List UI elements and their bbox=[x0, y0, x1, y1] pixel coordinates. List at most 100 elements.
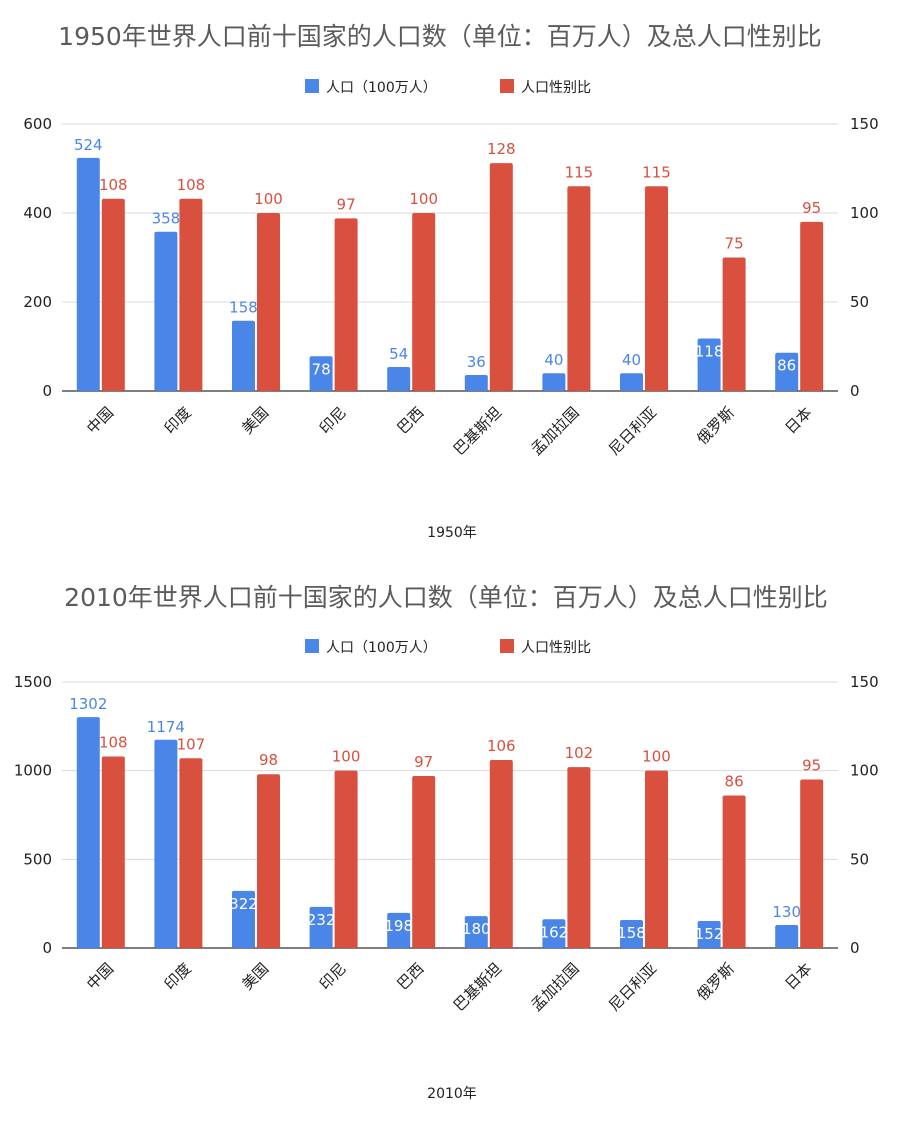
data-label-sex-ratio: 115 bbox=[565, 163, 594, 181]
category-label: 俄罗斯 bbox=[693, 404, 738, 449]
data-label-population: 130 bbox=[772, 903, 801, 921]
y-right-tick-label: 100 bbox=[850, 204, 879, 222]
data-label-sex-ratio: 102 bbox=[565, 744, 594, 762]
y-left-tick-label: 0 bbox=[42, 382, 52, 400]
bar-population bbox=[387, 366, 411, 391]
category-label: 美国 bbox=[238, 960, 272, 994]
y-right-tick-label: 100 bbox=[850, 762, 879, 780]
data-label-population: 158 bbox=[617, 924, 646, 942]
data-label-sex-ratio: 108 bbox=[177, 176, 206, 194]
bar-population bbox=[154, 231, 178, 391]
data-label-population: 322 bbox=[229, 895, 258, 913]
bar-sex-ratio bbox=[334, 218, 358, 391]
legend-label-sex-ratio: 人口性别比 bbox=[521, 80, 591, 96]
bar-sex-ratio bbox=[257, 213, 280, 391]
data-label-population: 1174 bbox=[147, 718, 185, 736]
bar-sex-ratio bbox=[800, 221, 824, 391]
data-label-sex-ratio: 100 bbox=[332, 748, 361, 766]
legend-label-sex-ratio: 人口性别比 bbox=[521, 640, 591, 656]
data-label-sex-ratio: 86 bbox=[725, 772, 744, 790]
data-label-sex-ratio: 108 bbox=[99, 733, 128, 751]
category-label: 尼日利亚 bbox=[605, 404, 660, 459]
bar-population bbox=[309, 906, 333, 948]
bar-sex-ratio bbox=[722, 257, 746, 391]
bar-population bbox=[387, 912, 411, 948]
data-label-population: 158 bbox=[229, 299, 258, 317]
legend-label-population: 人口（100万人） bbox=[326, 80, 437, 96]
category-label: 俄罗斯 bbox=[693, 960, 738, 1005]
y-right-tick-label: 150 bbox=[850, 673, 879, 691]
data-label-sex-ratio: 107 bbox=[177, 735, 206, 753]
data-label-sex-ratio: 100 bbox=[254, 190, 283, 208]
bar-sex-ratio bbox=[645, 770, 668, 948]
data-label-sex-ratio: 128 bbox=[487, 140, 516, 158]
data-label-population: 152 bbox=[695, 925, 724, 943]
category-label: 巴西 bbox=[394, 404, 428, 438]
bar-population bbox=[697, 921, 721, 948]
y-right-tick-label: 50 bbox=[850, 850, 869, 868]
bar-sex-ratio bbox=[722, 795, 746, 948]
y-left-tick-label: 1000 bbox=[14, 762, 52, 780]
data-label-population: 1302 bbox=[69, 695, 107, 713]
bar-population bbox=[542, 919, 566, 948]
data-label-population: 180 bbox=[462, 920, 491, 938]
y-left-tick-label: 500 bbox=[23, 850, 52, 868]
y-left-tick-label: 200 bbox=[23, 293, 52, 311]
category-label: 日本 bbox=[782, 404, 816, 438]
legend-label-population: 人口（100万人） bbox=[326, 640, 437, 656]
data-label-population: 54 bbox=[389, 345, 408, 363]
x-axis-label: 2010年 bbox=[427, 1086, 477, 1102]
bar-population bbox=[775, 352, 799, 391]
plot-area: 0 200 400 600 0 50 100 150 524 108 中国 358 108 印度 158 10… bbox=[23, 115, 878, 459]
data-label-population: 162 bbox=[540, 923, 569, 941]
bar-population bbox=[309, 356, 333, 391]
bar-sex-ratio bbox=[334, 770, 358, 948]
bar-population bbox=[697, 338, 721, 391]
bar-sex-ratio bbox=[179, 198, 203, 391]
data-label-sex-ratio: 100 bbox=[409, 190, 438, 208]
bar-population bbox=[620, 373, 643, 391]
legend-swatch-population bbox=[305, 639, 319, 653]
bar-sex-ratio bbox=[567, 767, 591, 948]
data-label-population: 118 bbox=[695, 342, 724, 360]
category-label: 印尼 bbox=[316, 960, 350, 994]
data-label-population: 524 bbox=[74, 136, 103, 154]
category-label: 巴基斯坦 bbox=[450, 404, 505, 459]
y-left-tick-label: 600 bbox=[23, 115, 52, 133]
bar-sex-ratio bbox=[101, 198, 125, 391]
data-label-sex-ratio: 98 bbox=[259, 751, 278, 769]
y-left-tick-label: 400 bbox=[23, 204, 52, 222]
category-label: 孟加拉国 bbox=[527, 404, 582, 459]
bar-sex-ratio bbox=[101, 756, 125, 948]
y-right-tick-label: 50 bbox=[850, 293, 869, 311]
bar-population bbox=[775, 924, 799, 948]
y-left-tick-label: 1500 bbox=[14, 673, 52, 691]
category-label: 印尼 bbox=[316, 404, 350, 438]
category-label: 巴西 bbox=[394, 960, 428, 994]
bar-sex-ratio bbox=[489, 760, 513, 948]
data-label-sex-ratio: 106 bbox=[487, 737, 516, 755]
data-label-population: 78 bbox=[312, 360, 331, 378]
bar-sex-ratio bbox=[489, 163, 513, 391]
chart-1950: 1950年世界人口前十国家的人口数（单位：百万人）及总人口性别比 人口（100万… bbox=[0, 0, 897, 560]
bar-population bbox=[620, 919, 643, 948]
data-label-sex-ratio: 97 bbox=[414, 753, 433, 771]
category-label: 印度 bbox=[161, 960, 195, 994]
category-label: 印度 bbox=[161, 404, 195, 438]
chart-title: 2010年世界人口前十国家的人口数（单位：百万人）及总人口性别比 bbox=[64, 583, 828, 612]
category-label: 美国 bbox=[238, 404, 272, 438]
category-label: 中国 bbox=[83, 960, 117, 994]
bar-population bbox=[232, 320, 255, 391]
legend-swatch-sex-ratio bbox=[500, 639, 514, 653]
bar-sex-ratio bbox=[567, 186, 591, 391]
bar-population bbox=[464, 916, 488, 948]
bar-sex-ratio bbox=[800, 779, 824, 948]
x-axis-label: 1950年 bbox=[427, 525, 477, 541]
bar-population bbox=[464, 374, 488, 391]
category-label: 巴基斯坦 bbox=[450, 960, 505, 1015]
data-label-sex-ratio: 108 bbox=[99, 176, 128, 194]
data-label-population: 198 bbox=[384, 917, 413, 935]
bar-population bbox=[76, 157, 100, 391]
bar-sex-ratio bbox=[645, 186, 668, 391]
